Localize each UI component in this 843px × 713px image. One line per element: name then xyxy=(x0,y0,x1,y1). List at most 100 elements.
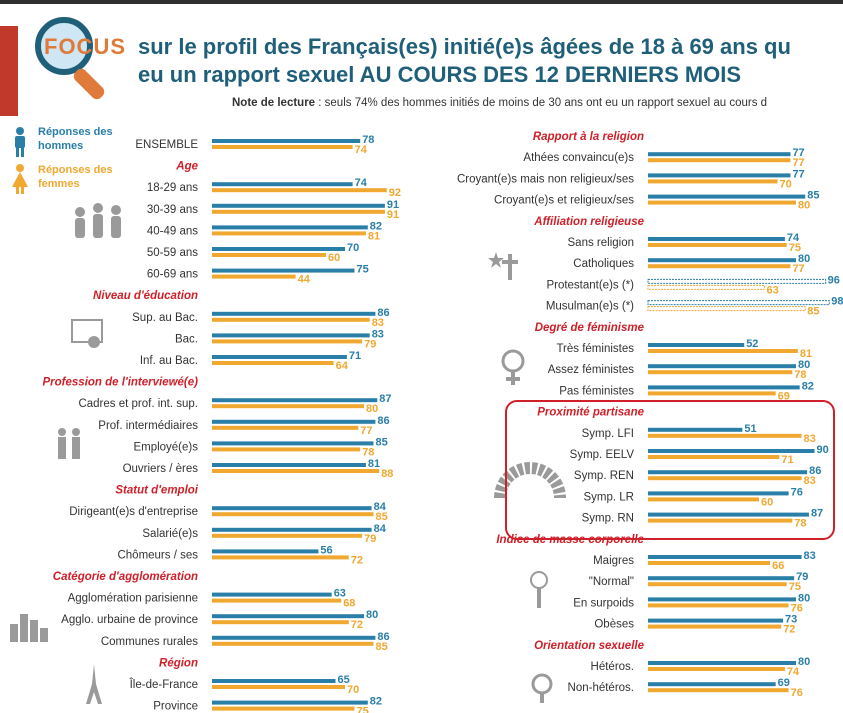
legend-women: Réponses des femmes xyxy=(38,164,113,190)
row-label: Bac. xyxy=(175,333,198,345)
women-bar xyxy=(212,404,364,409)
women-bar xyxy=(648,688,789,693)
section-title: Profession de l'interviewé(e) xyxy=(43,377,199,389)
men-bar xyxy=(648,470,808,475)
men-value: 79 xyxy=(796,571,808,583)
women-value: 83 xyxy=(804,475,816,487)
women-value: 60 xyxy=(761,496,773,508)
men-bar xyxy=(648,555,802,559)
women-bar xyxy=(212,555,349,560)
row-label: Pas féministes xyxy=(559,385,634,397)
men-value: 74 xyxy=(787,232,800,244)
women-bar xyxy=(212,533,363,538)
men-value: 81 xyxy=(368,458,380,470)
women-bar xyxy=(648,582,787,587)
row-label: Protestant(e)s (*) xyxy=(546,279,634,291)
women-value: 83 xyxy=(372,317,384,329)
legend-men: Réponses des hommes xyxy=(38,126,113,152)
men-value: 71 xyxy=(349,350,361,362)
men-bar xyxy=(212,139,361,143)
row-label: Salarié(e)s xyxy=(142,528,198,540)
men-bar xyxy=(212,700,368,705)
section-title: Catégorie d'agglomération xyxy=(53,571,198,583)
women-bar xyxy=(648,243,787,247)
women-value: 80 xyxy=(366,403,378,415)
parliament-icon xyxy=(494,462,566,499)
men-bar xyxy=(212,268,355,273)
men-value: 70 xyxy=(347,242,359,254)
men-bar xyxy=(212,635,376,640)
men-bar xyxy=(212,355,347,359)
men-bar xyxy=(648,427,743,432)
men-bar xyxy=(647,278,827,284)
women-value: 85 xyxy=(376,511,388,523)
men-bar xyxy=(648,173,791,178)
section-title: Affiliation religieuse xyxy=(533,216,644,228)
men-value: 84 xyxy=(374,523,387,535)
men-bar xyxy=(648,237,785,241)
women-value: 64 xyxy=(336,360,349,372)
women-value: 63 xyxy=(767,284,779,296)
women-bar xyxy=(648,179,778,184)
men-bar xyxy=(648,152,791,157)
row-label: "Normal" xyxy=(589,576,634,588)
men-value: 52 xyxy=(746,338,758,350)
row-label: Agglo. urbaine de province xyxy=(61,614,198,626)
women-value: 81 xyxy=(368,230,380,242)
row-label: Sup. au Bac. xyxy=(132,312,198,324)
men-value: 65 xyxy=(338,674,350,686)
women-value: 75 xyxy=(789,581,801,593)
men-value: 83 xyxy=(372,328,384,340)
women-value: 77 xyxy=(360,425,372,437)
men-bar xyxy=(647,300,830,306)
women-bar xyxy=(648,200,796,205)
men-bar xyxy=(212,419,376,424)
men-bar xyxy=(648,512,809,517)
row-label: Île-de-France xyxy=(129,678,198,691)
men-bar xyxy=(212,311,376,316)
men-bar xyxy=(648,385,800,390)
women-value: 78 xyxy=(794,369,806,381)
women-bar xyxy=(648,561,771,565)
women-bar xyxy=(212,145,353,149)
men-bar xyxy=(212,506,372,511)
men-value: 86 xyxy=(377,307,389,319)
women-value: 68 xyxy=(343,598,355,610)
religion-icon xyxy=(488,252,518,280)
city-icon xyxy=(10,614,48,642)
men-bar xyxy=(648,194,806,199)
women-bar xyxy=(212,447,361,452)
section-title: Rapport à la religion xyxy=(533,131,644,143)
accent-bar xyxy=(0,26,18,116)
men-bar xyxy=(212,463,366,467)
section-title: Orientation sexuelle xyxy=(534,640,645,652)
men-value: 85 xyxy=(807,190,819,202)
row-label: 18-29 ans xyxy=(147,182,198,194)
men-value: 80 xyxy=(798,253,810,265)
row-label: Chômeurs / ses xyxy=(117,549,198,561)
women-bar xyxy=(212,274,296,279)
row-label: Hétéros. xyxy=(591,661,634,673)
women-bar xyxy=(648,349,798,353)
men-value: 76 xyxy=(791,486,803,498)
men-bar xyxy=(212,549,319,554)
men-bar xyxy=(212,247,345,251)
men-bar xyxy=(648,682,776,687)
row-label: Catholiques xyxy=(573,258,634,270)
men-value: 85 xyxy=(376,436,388,448)
women-bar xyxy=(648,476,802,481)
men-bar xyxy=(212,203,385,208)
men-bar xyxy=(648,597,796,602)
women-value: 81 xyxy=(800,348,812,360)
men-bar xyxy=(212,614,364,619)
women-value: 78 xyxy=(362,446,374,458)
men-bar xyxy=(648,343,745,347)
row-label: Croyant(e)s mais non religieux/ses xyxy=(457,173,634,185)
row-label: Symp. EELV xyxy=(570,449,635,461)
women-bar xyxy=(212,512,374,517)
men-bar xyxy=(648,618,784,623)
women-value: 77 xyxy=(792,157,804,169)
women-bar xyxy=(212,620,349,625)
men-value: 90 xyxy=(817,444,829,456)
row-label: Symp. RN xyxy=(582,513,634,525)
